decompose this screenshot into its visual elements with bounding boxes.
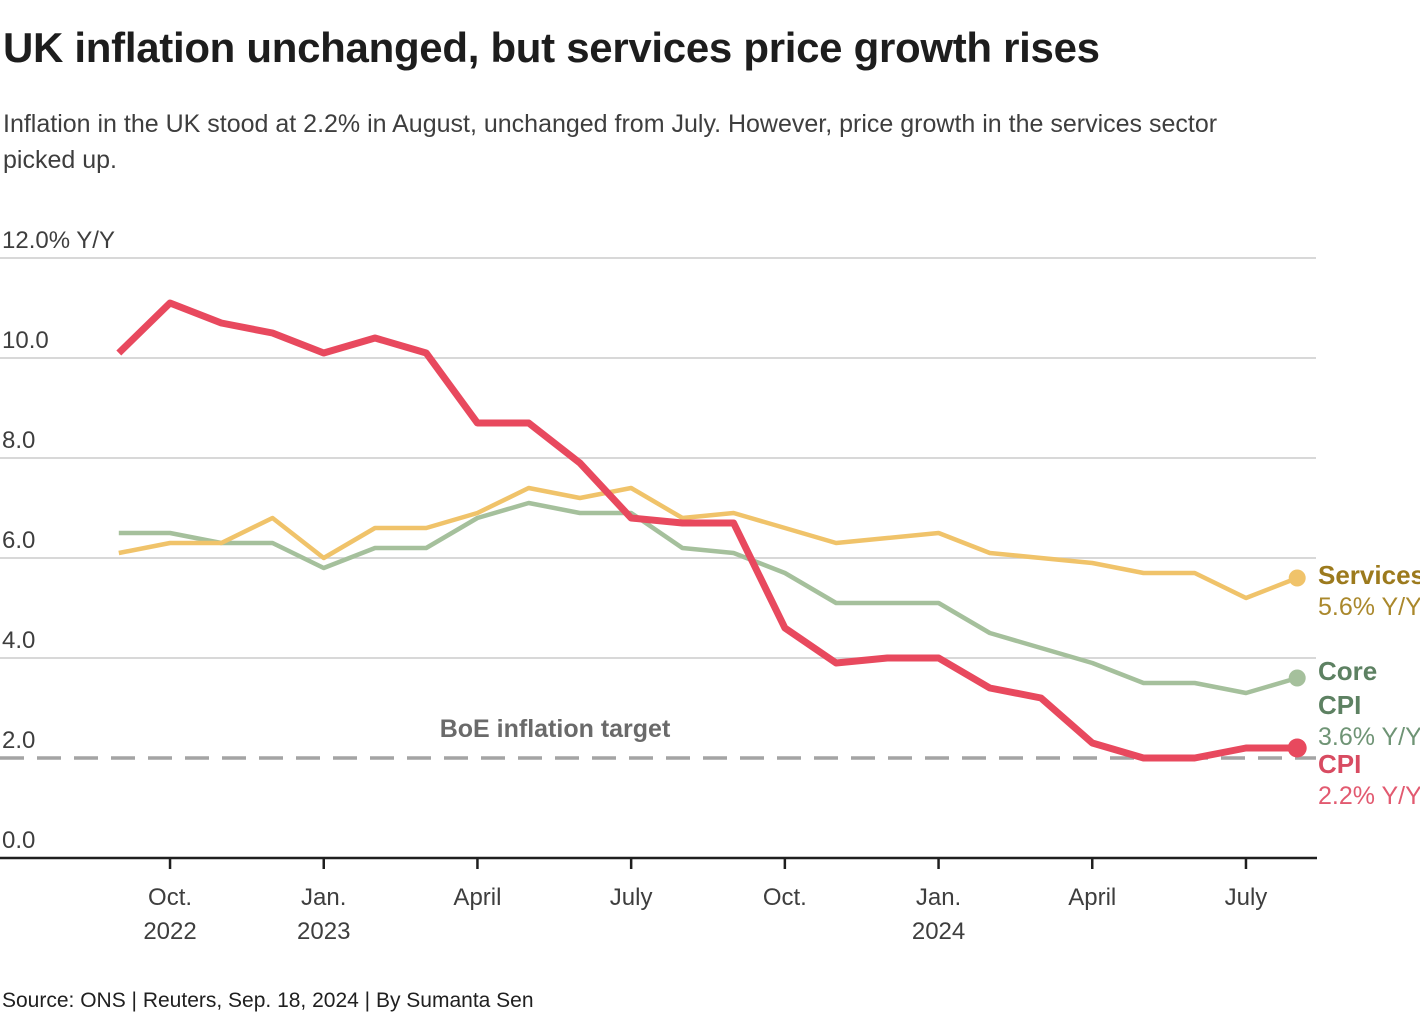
x-axis-tick-label: April: [1068, 884, 1117, 911]
y-axis-tick-label: 0.0: [2, 827, 36, 854]
page-title: UK inflation unchanged, but services pri…: [3, 24, 1100, 71]
legend-core-cpi-label: CPI: [1318, 690, 1362, 720]
legend-cpi-value: 2.2% Y/Y: [1318, 782, 1420, 810]
series-line-cpi: [116, 299, 1298, 762]
legend-core-cpi-value: 3.6% Y/Y: [1318, 723, 1420, 751]
x-axis-tick-label: Jan.: [915, 884, 962, 911]
subtitle-line-1: Inflation in the UK stood at 2.2% in Aug…: [3, 110, 1218, 138]
legend-services-label: Services: [1318, 560, 1420, 590]
y-axis-tick-label: 8.0: [2, 427, 36, 454]
series-end-dot-cpi: [1287, 738, 1307, 758]
series-end-dot-core-cpi: [1288, 669, 1306, 687]
y-axis-tick-label: 4.0: [2, 627, 36, 654]
x-axis-tick-label: Oct.: [762, 884, 807, 911]
page-subtitle: Inflation in the UK stood at 2.2% in Aug…: [3, 106, 1415, 178]
y-axis-tick-label: 12.0% Y/Y: [2, 227, 115, 254]
x-axis-tick-label: July: [609, 884, 653, 911]
subtitle-line-2: picked up.: [3, 146, 117, 174]
boe-inflation-target-label: BoE inflation target: [439, 715, 671, 743]
legend-cpi-label: CPI: [1318, 749, 1362, 779]
x-axis-tick-label: Oct.: [148, 884, 193, 911]
series-line-services: [118, 485, 1299, 601]
x-axis-tick-label: July: [1224, 884, 1268, 911]
source-credit: Source: ONS | Reuters, Sep. 18, 2024 | B…: [2, 989, 534, 1012]
x-axis-tick-label: Jan.: [301, 884, 347, 911]
series-line-core-cpi: [118, 500, 1298, 696]
y-axis-tick-label: 10.0: [2, 327, 49, 354]
x-axis-tick-label: April: [453, 884, 502, 911]
legend-core-cpi-label: Core: [1318, 656, 1378, 686]
x-axis-tick-year: 2023: [297, 918, 351, 945]
legend-services-value: 5.6% Y/Y: [1318, 593, 1420, 621]
y-axis-tick-label: 6.0: [2, 527, 36, 554]
x-axis-tick-year: 2024: [911, 918, 966, 945]
y-axis-tick-label: 2.0: [2, 727, 36, 754]
x-axis-tick-year: 2022: [143, 918, 197, 945]
series-end-dot-services: [1288, 569, 1306, 587]
